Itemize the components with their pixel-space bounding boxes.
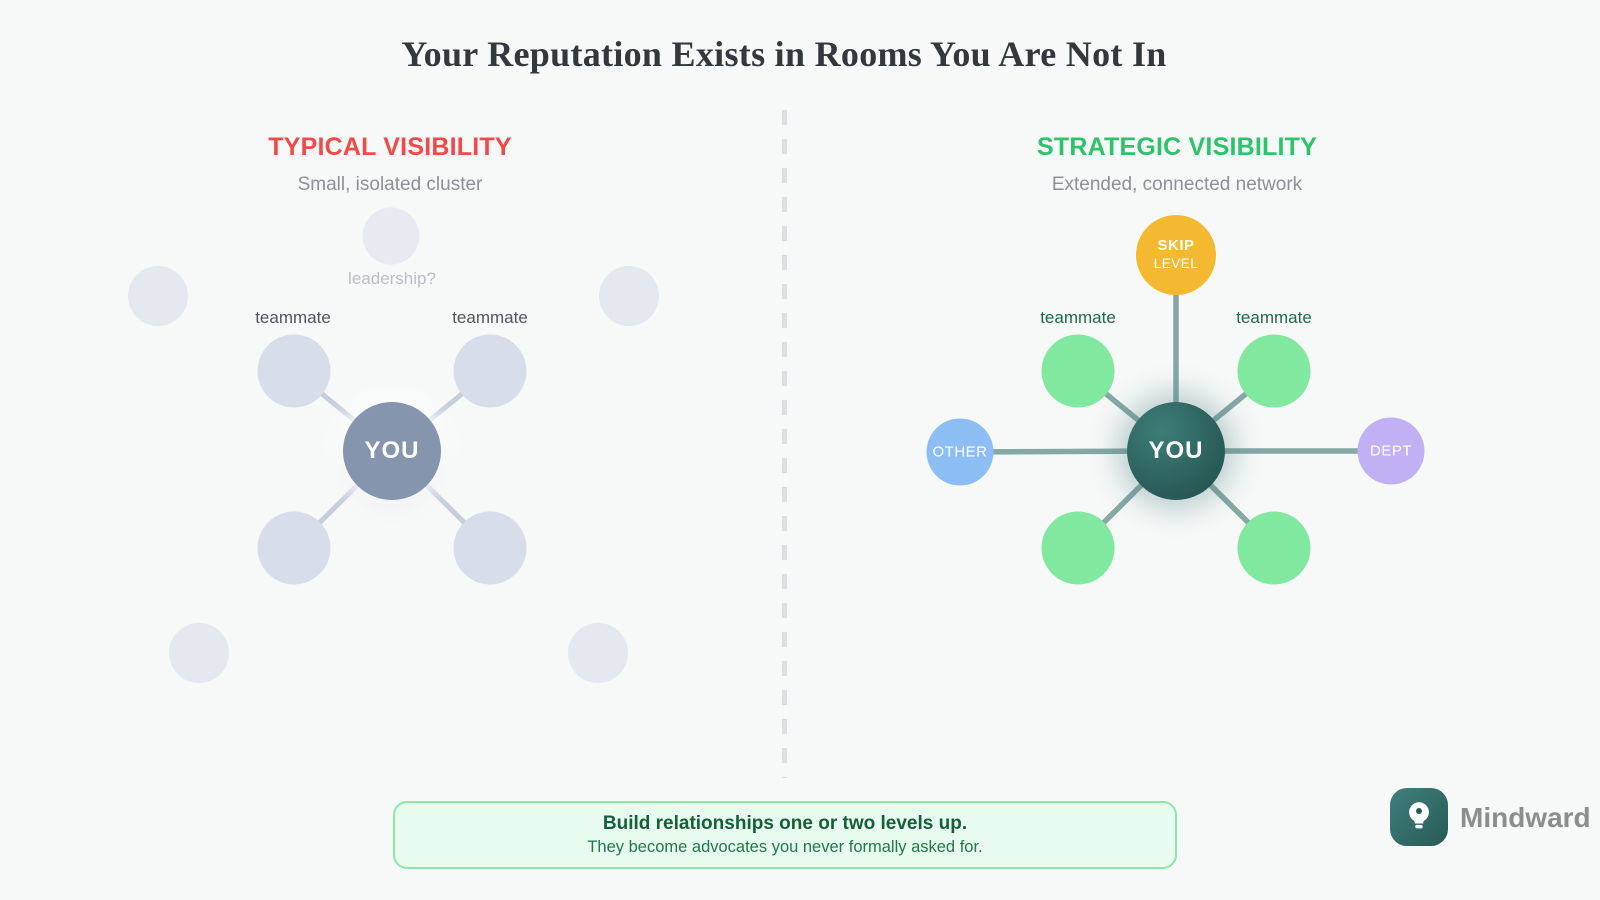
lightbulb-icon (1402, 798, 1436, 837)
right-teammate-node-top-left (1041, 334, 1115, 408)
left-distant-node-top-left (128, 266, 188, 326)
right-you-node: YOU (1127, 402, 1225, 500)
skip-level-label-line2: LEVEL (1153, 255, 1199, 271)
left-panel-heading: TYPICAL VISIBILITY (268, 133, 512, 161)
left-teammate-node-bottom-right (453, 511, 527, 585)
right-dept-node: DEPT (1357, 417, 1425, 485)
right-skip-level-node: SKIP LEVEL (1136, 215, 1216, 295)
left-teammate-node-bottom-left (257, 511, 331, 585)
left-distant-node-bottom-left (169, 623, 229, 683)
left-leadership-label: leadership? (348, 269, 436, 288)
left-distant-node-top-right (599, 266, 659, 326)
panel-divider (782, 110, 787, 778)
takeaway-box: Build relationships one or two levels up… (393, 801, 1177, 869)
brand-name: Mindward (1460, 802, 1591, 833)
skip-level-label-line1: SKIP (1157, 237, 1195, 255)
right-panel-subheading: Extended, connected network (1051, 174, 1303, 195)
right-teammate-label-right: teammate (1236, 308, 1312, 327)
page-title: Your Reputation Exists in Rooms You Are … (401, 34, 1167, 74)
left-panel-subheading: Small, isolated cluster (297, 174, 483, 195)
takeaway-subtext: They become advocates you never formally… (587, 838, 983, 856)
right-teammate-node-top-right (1237, 334, 1311, 408)
right-panel-heading: STRATEGIC VISIBILITY (1037, 133, 1317, 161)
right-other-node: OTHER (926, 418, 994, 486)
brand-logo (1390, 788, 1448, 846)
right-teammate-label-left: teammate (1040, 308, 1116, 327)
left-you-node: YOU (343, 402, 441, 500)
left-teammate-label-right: teammate (452, 308, 528, 327)
left-teammate-label-left: teammate (255, 308, 331, 327)
right-teammate-node-bottom-left (1041, 511, 1115, 585)
left-teammate-node-top-left (257, 334, 331, 408)
right-teammate-node-bottom-right (1237, 511, 1311, 585)
left-teammate-node-top-right (453, 334, 527, 408)
left-distant-node-bottom-right (568, 623, 628, 683)
takeaway-headline: Build relationships one or two levels up… (602, 813, 968, 834)
left-leadership-node (362, 207, 420, 265)
